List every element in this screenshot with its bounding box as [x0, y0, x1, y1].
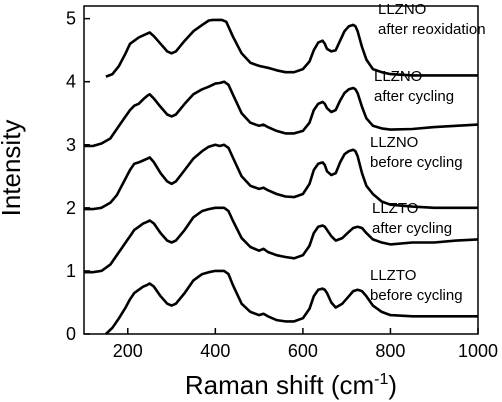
- tick-group: 200 400 600 800 1000 0 1 2 3 4 5: [66, 9, 498, 361]
- series-label-3-line-1: LLZNO: [370, 134, 418, 151]
- series-line-3: [84, 143, 478, 211]
- series-line-5: [105, 269, 478, 335]
- series-label-group: LLZNO after reoxidation LLZNO after cycling…: [370, 1, 486, 304]
- y-tick-label: 2: [66, 198, 76, 218]
- series-line-4: [84, 206, 479, 274]
- series-label-5-line-1: LLZTO: [370, 267, 416, 284]
- y-tick-label: 0: [66, 324, 76, 344]
- series-label-4-line-1: LLZTO: [372, 200, 418, 217]
- series-label-2-line-2: after cycling: [374, 88, 454, 105]
- x-tick-label: 600: [288, 341, 318, 361]
- x-axis-title: Raman shift (cm-1): [185, 370, 397, 400]
- series-label-2-line-1: LLZNO: [374, 68, 422, 85]
- y-axis-title: Intensity: [0, 120, 26, 217]
- series-label-1-line-2: after reoxidation: [378, 21, 486, 38]
- plot-frame: [83, 5, 479, 335]
- series-label-4-line-2: after cycling: [372, 220, 452, 237]
- y-tick-label: 3: [66, 135, 76, 155]
- series-label-3-line-2: before cycling: [370, 154, 463, 171]
- x-tick-label: 800: [375, 341, 405, 361]
- series-label-1-line-1: LLZNO: [378, 1, 426, 18]
- x-tick-label: 400: [200, 341, 230, 361]
- y-tick-label: 1: [66, 261, 76, 281]
- y-tick-label: 5: [66, 9, 76, 29]
- series-line-2: [84, 80, 479, 148]
- y-tick-label: 4: [66, 72, 76, 92]
- series-label-5-line-2: before cycling: [370, 287, 463, 304]
- series-group: [84, 18, 479, 335]
- series-line-1: [105, 18, 478, 78]
- x-tick-label: 1000: [458, 341, 498, 361]
- x-tick-label: 200: [113, 341, 143, 361]
